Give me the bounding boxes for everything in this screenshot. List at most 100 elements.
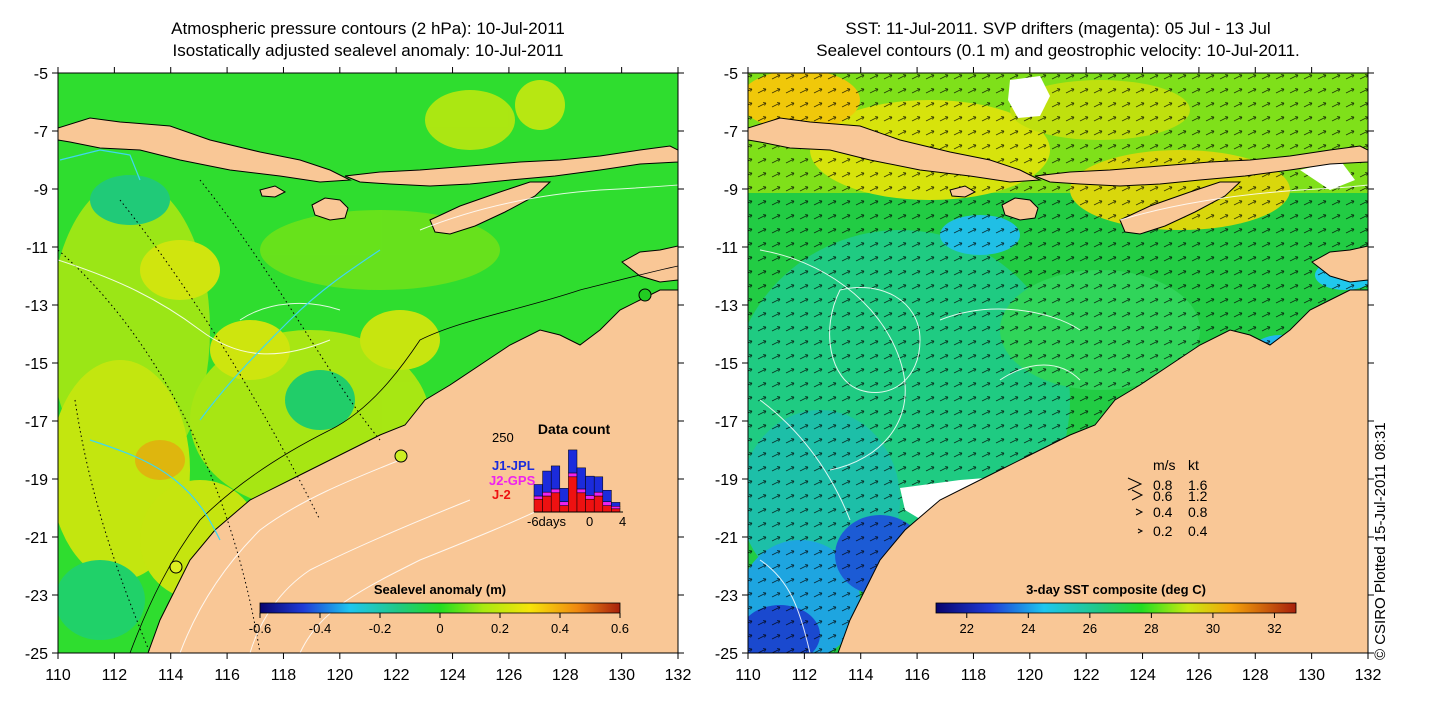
left-isobath [129,265,678,653]
colorbar-tick-label: -0.6 [249,621,271,636]
right-colorbar: 3-day SST composite (deg C) 22 24 26 28 30 32 [935,582,1297,636]
data-count-xlabel-start: -6days [527,514,567,529]
legend-ms-value: 0.8 [1153,477,1173,493]
data-count-bar [593,476,604,493]
data-count-bar [550,488,561,494]
data-count-bar [585,498,595,513]
colorbar-tick-label: 30 [1206,621,1220,636]
data-count-bar [550,492,561,513]
legend-arrow-icon [1131,489,1144,501]
x-tick-label: 112 [102,667,128,684]
data-count-bar [559,505,569,513]
tide-gauge-marker [169,560,183,574]
legend-row: 0.8 1.6 [1127,477,1208,493]
colorbar-tick-label: 24 [1021,621,1035,636]
legend-row: 0.2 0.4 [1137,523,1208,539]
data-count-xlabel-end: 4 [619,514,626,529]
data-count-title: Data count [538,421,611,437]
left-title-line1: Atmospheric pressure contours (2 hPa): 1… [171,19,565,38]
legend-arrow-icon [1135,508,1144,516]
y-tick-label: -11 [716,240,738,257]
y-tick-label: -21 [715,530,738,547]
tide-gauge-marker [394,449,408,463]
y-tick-label: -7 [34,124,48,141]
y-tick-label: -15 [715,356,738,373]
y-tick-label: -23 [715,588,738,605]
legend-header-ms: m/s [1153,457,1176,473]
y-tick-label: -19 [25,472,48,489]
left-sealevel-contours [58,184,678,653]
right-title-line2: Sealevel contours (0.1 m) and geostrophi… [816,41,1300,60]
right-title-line1: SST: 11-Jul-2011. SVP drifters (magenta)… [845,19,1271,38]
left-cyan-tracks [59,149,381,541]
x-tick-label: 130 [608,667,635,684]
data-count-bar [542,491,552,497]
x-tick-label: 130 [1298,667,1325,684]
left-colorbar-title: Sealevel anomaly (m) [374,582,506,597]
series-j1-label: J1-JPL [492,458,535,473]
data-count-bar [585,475,595,496]
x-tick-label: 120 [326,667,353,684]
data-count-bar [550,465,561,490]
colorbar-tick-label: 26 [1083,621,1097,636]
y-tick-label: -13 [715,298,738,315]
data-count-max: 250 [492,430,514,445]
legend-ms-value: 0.4 [1153,504,1173,520]
colorbar-tick-label: 32 [1267,621,1281,636]
x-tick-label: 124 [1129,667,1156,684]
legend-ms-value: 0.6 [1153,488,1173,504]
data-count-bar [611,505,621,510]
legend-arrow-icon [1127,477,1143,491]
x-tick-label: 128 [552,667,579,684]
x-tick-label: 120 [1016,667,1043,684]
legend-kt-value: 1.6 [1188,477,1208,493]
data-count-bar [602,505,612,513]
left-colorbar: Sealevel anomaly (m) -0.6 -0.4 -0.2 0 0.2 0.4… [249,582,629,636]
series-j2-label: J2-GPS [489,473,536,488]
x-tick-label: 126 [496,667,523,684]
y-tick-label: -13 [25,298,48,315]
credit-text: © CSIRO Plotted 15-Jul-2011 08:31 [1372,422,1389,660]
left-title-line2: Isostatically adjusted sealevel anomaly:… [172,41,564,60]
right-map [748,73,1368,653]
legend-row: 0.4 0.8 [1135,504,1208,520]
data-count-bar [533,498,543,513]
x-tick-label: 132 [665,667,692,684]
left-title: Atmospheric pressure contours (2 hPa): 1… [58,18,678,62]
data-count-bar [568,449,578,474]
data-count-bar [602,501,612,506]
left-land [58,117,678,653]
y-tick-label: -19 [715,472,738,489]
y-tick-label: -9 [34,182,48,199]
colorbar-tick-label: 0.4 [551,621,569,636]
data-count-bar [593,495,604,513]
y-tick-label: -23 [25,588,48,605]
colorbar-tick-label: 28 [1144,621,1158,636]
right-y-axis: -5 -7 -9 -11 -13 -15 -17 -19 -21 -23 -25 [715,66,1374,663]
x-tick-label: 128 [1242,667,1269,684]
x-tick-label: 110 [735,667,761,684]
y-tick-label: -25 [25,646,48,663]
x-tick-label: 124 [439,667,466,684]
y-tick-label: -15 [25,356,48,373]
y-tick-label: -25 [715,646,738,663]
legend-kt-value: 0.4 [1188,523,1208,539]
right-x-axis: 110 112 114 116 118 120 122 124 126 128 130 132 [735,67,1381,684]
y-tick-label: -21 [25,530,48,547]
legend-ms-value: 0.2 [1153,523,1173,539]
x-tick-label: 126 [1186,667,1213,684]
y-tick-label: -11 [26,240,48,257]
data-count-bar [559,501,569,506]
colorbar-tick-label: 0.6 [611,621,629,636]
right-colorbar-bar [935,602,1297,614]
colorbar-tick-label: 0.2 [491,621,509,636]
right-land [748,117,1368,653]
left-x-axis: 110 112 114 116 118 120 122 124 126 128 130 132 [45,67,691,684]
data-count-bar [568,472,578,478]
x-tick-label: 110 [45,667,71,684]
colorbar-tick-label: -0.2 [369,621,391,636]
data-count-bar [568,476,578,513]
data-count-bar [559,488,569,503]
y-tick-label: -9 [724,182,738,199]
right-title: SST: 11-Jul-2011. SVP drifters (magenta)… [748,18,1368,62]
